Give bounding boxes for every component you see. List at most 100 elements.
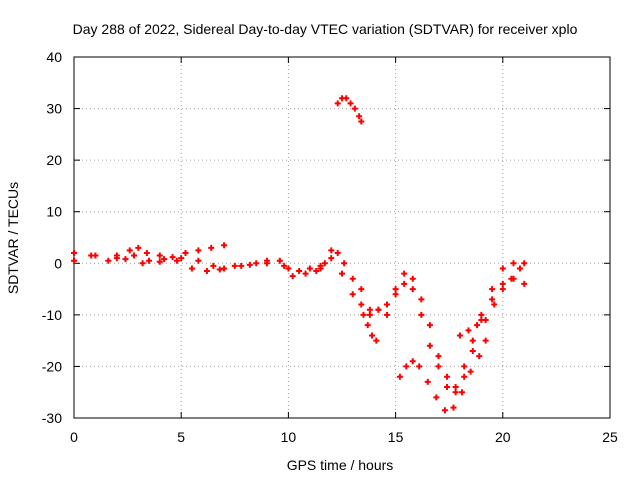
grid-lines (74, 57, 610, 418)
data-point (343, 95, 350, 102)
data-point (71, 257, 77, 264)
data-point (401, 280, 408, 287)
data-point (173, 257, 180, 264)
data-point (281, 262, 288, 269)
data-point (461, 363, 468, 370)
plot-frame (73, 56, 611, 419)
data-point (366, 306, 373, 313)
x-tick-label: 5 (177, 429, 185, 445)
data-point (253, 260, 260, 267)
data-point (461, 373, 468, 380)
data-point (489, 296, 496, 303)
data-point (131, 252, 138, 259)
data-point (126, 247, 133, 254)
data-point (469, 347, 476, 354)
data-point (360, 311, 367, 318)
series-track-g-deep (396, 337, 489, 414)
data-point (289, 273, 296, 280)
data-point (358, 301, 365, 308)
series-track-e-wave (289, 247, 528, 391)
data-point (231, 262, 238, 269)
x-tick-label: 10 (281, 429, 297, 445)
data-point (467, 368, 474, 375)
x-tick-label: 20 (495, 429, 511, 445)
y-tick-label: 10 (46, 204, 62, 220)
data-points (71, 95, 528, 414)
data-point (328, 255, 335, 262)
series-track-h-late (456, 265, 523, 339)
y-tick-label: 0 (54, 255, 62, 271)
data-point (321, 260, 328, 267)
data-point (306, 265, 313, 272)
chart-title: Day 288 of 2022, Sidereal Day-to-day VTE… (73, 21, 578, 37)
data-point (392, 291, 399, 298)
data-point (356, 113, 363, 120)
data-point (452, 389, 459, 396)
data-point (188, 265, 195, 272)
series-track-b-flat (71, 252, 288, 275)
y-tick-label: -30 (42, 410, 62, 426)
data-point (435, 353, 442, 360)
data-point (444, 384, 451, 391)
data-point (373, 337, 380, 344)
data-point (508, 275, 515, 282)
data-point (474, 322, 481, 329)
data-point (146, 257, 153, 264)
data-point (482, 317, 489, 324)
data-point (521, 280, 528, 287)
data-point (313, 268, 320, 275)
data-point (409, 275, 416, 282)
y-axis-label: SDTVAR / TECUs (5, 182, 21, 294)
series-track-d-high (334, 95, 365, 125)
data-point (499, 286, 506, 293)
data-point (396, 373, 403, 380)
data-point (221, 242, 228, 249)
data-point (296, 268, 303, 275)
axis-ticks (73, 56, 611, 419)
data-point (161, 256, 168, 263)
data-point (435, 363, 442, 370)
data-point (334, 100, 341, 107)
data-point (143, 249, 150, 256)
data-point (469, 337, 476, 344)
data-point (263, 260, 270, 267)
x-tick-label: 0 (70, 429, 78, 445)
data-point (366, 311, 373, 318)
data-point (409, 358, 416, 365)
data-point (347, 100, 354, 107)
x-tick-label: 25 (602, 429, 618, 445)
data-point (369, 332, 376, 339)
data-point (465, 327, 472, 334)
data-point (403, 363, 410, 370)
data-point (302, 270, 309, 277)
data-point (478, 311, 485, 318)
data-point (441, 407, 448, 414)
data-point (182, 249, 189, 256)
data-point (334, 249, 341, 256)
data-point (459, 389, 466, 396)
data-point (122, 256, 129, 263)
data-point (195, 257, 202, 264)
data-point (156, 252, 163, 259)
data-point (489, 286, 496, 293)
data-point (328, 247, 335, 254)
data-point (169, 254, 176, 261)
data-point (418, 296, 425, 303)
data-point (238, 262, 245, 269)
y-tick-label: 30 (46, 101, 62, 117)
data-point (416, 363, 423, 370)
data-point (482, 337, 489, 344)
data-point (433, 394, 440, 401)
data-point (285, 265, 292, 272)
data-point (317, 265, 324, 272)
data-point (246, 261, 253, 268)
data-point (424, 378, 431, 385)
data-point (156, 258, 163, 265)
data-point (216, 266, 223, 273)
series-track-f-wave (317, 255, 528, 396)
data-point (444, 373, 451, 380)
x-axis-label: GPS time / hours (287, 457, 394, 473)
data-point (392, 286, 399, 293)
data-point (510, 260, 517, 267)
